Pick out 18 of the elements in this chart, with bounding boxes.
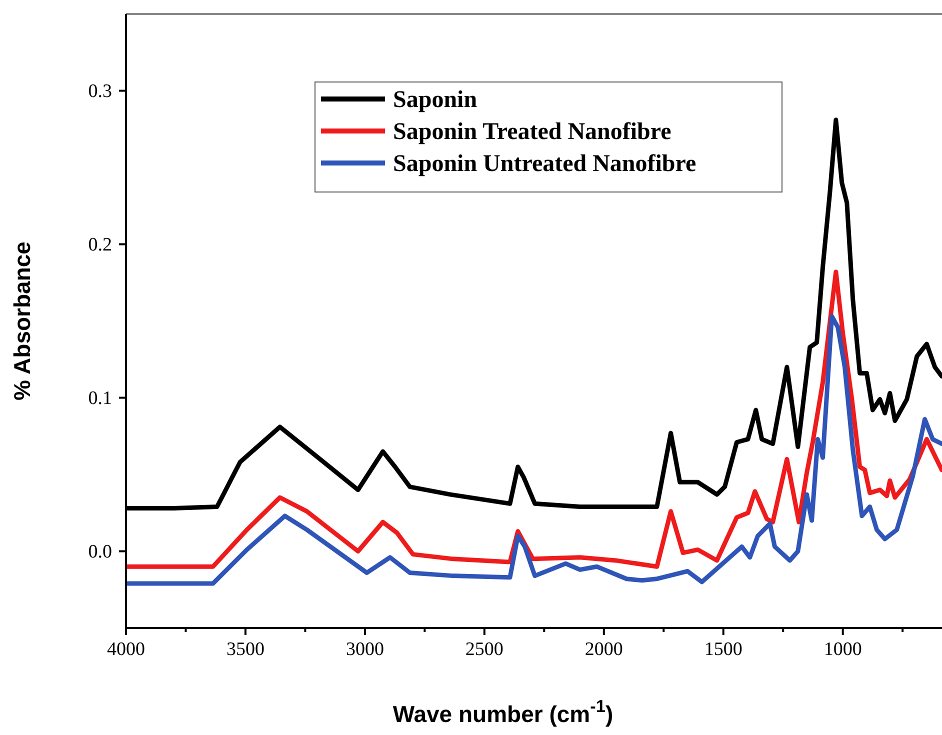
y-tick-label: 0.1 <box>88 388 112 409</box>
legend-label: Saponin Untreated Nanofibre <box>393 151 696 177</box>
x-tick-label: 1500 <box>704 639 742 660</box>
y-axis-title: % Absorbance <box>9 242 35 400</box>
x-tick-label: 2000 <box>584 639 623 660</box>
x-axis-title: Wave number (cm$^{-1}$) <box>392 696 614 727</box>
x-tick-label: 3000 <box>346 639 384 660</box>
y-tick-label: 0.0 <box>88 541 112 562</box>
x-tick-label: 4000 <box>107 639 145 660</box>
line-series <box>126 270 942 569</box>
line-series <box>126 314 942 586</box>
x-tick-label: 2500 <box>465 639 504 660</box>
y-tick-label: 0.2 <box>88 234 112 256</box>
y-tick-label: 0.3 <box>88 80 112 102</box>
x-tick-label: 1000 <box>824 639 862 660</box>
legend-label: Saponin Treated Nanofibre <box>393 119 672 145</box>
x-tick-label: 3500 <box>226 639 264 660</box>
legend-label: Saponin <box>393 87 478 113</box>
